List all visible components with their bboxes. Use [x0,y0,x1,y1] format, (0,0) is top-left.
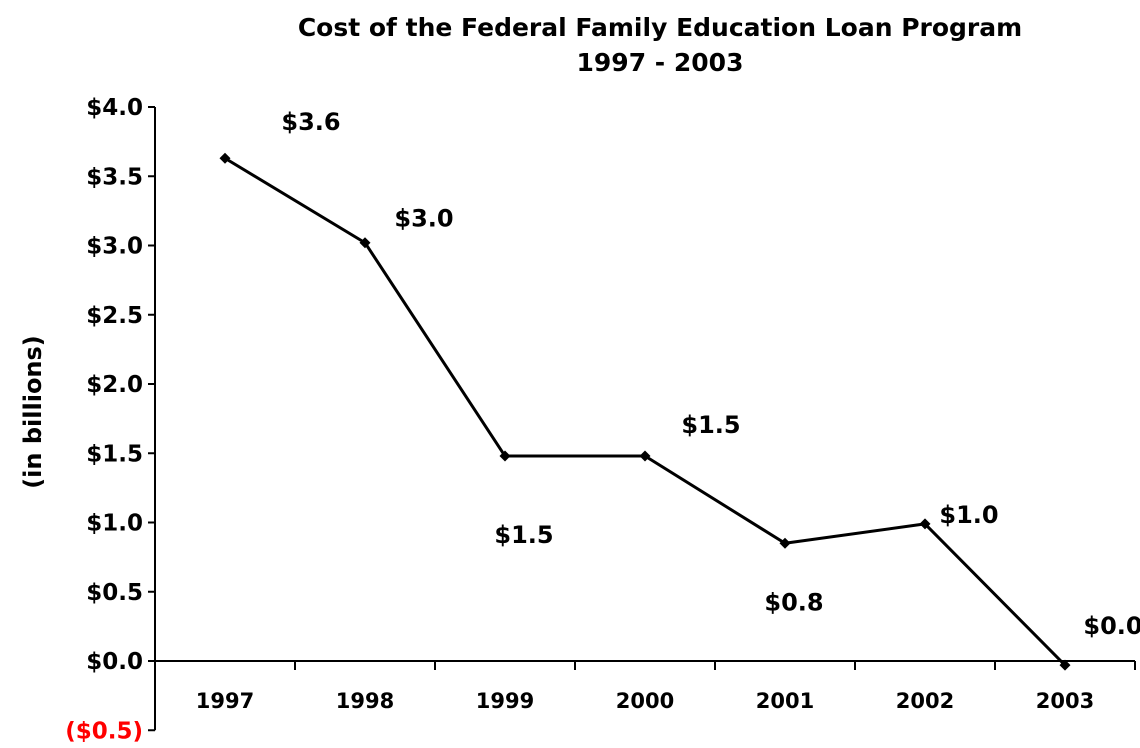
y-tick-label: $2.0 [86,372,143,398]
data-label: $3.6 [281,108,340,136]
data-label: $0.8 [764,588,823,616]
data-point-marker [639,450,651,462]
y-tick-label: $1.5 [86,441,143,467]
data-point-marker [919,518,931,530]
data-label: $1.5 [494,521,553,549]
y-tick-label: $4.0 [86,95,143,121]
series-line [224,156,1067,667]
data-point-marker [1059,659,1071,671]
data-label: $0.0 [1083,612,1140,640]
y-tick-label: ($0.5) [65,718,143,744]
x-tick-label: 2002 [896,689,954,713]
y-tick-label: $3.5 [86,164,143,190]
y-tick-label: $0.5 [86,580,143,606]
x-tick-label: 2001 [756,689,814,713]
chart-subtitle: 1997 - 2003 [576,48,744,77]
data-point-marker [779,537,791,549]
chart-title: Cost of the Federal Family Education Loa… [297,13,1023,42]
x-tick-label: 2003 [1036,689,1094,713]
y-tick-label: $1.0 [86,511,143,537]
x-tick-label: 1999 [476,689,534,713]
y-tick-label: $3.0 [86,234,143,260]
data-label: $3.0 [394,205,453,233]
data-point-marker [359,237,371,249]
y-axis-title: (in billions) [19,335,47,489]
y-tick-label: $0.0 [86,649,143,675]
data-label: $1.0 [939,501,998,529]
x-tick-label: 1998 [336,689,394,713]
y-tick-label: $2.5 [86,303,143,329]
x-tick-label: 2000 [616,689,674,713]
data-point-marker [219,152,231,164]
x-tick-label: 1997 [196,689,254,713]
data-point-marker [499,450,511,462]
data-label: $1.5 [681,411,740,439]
